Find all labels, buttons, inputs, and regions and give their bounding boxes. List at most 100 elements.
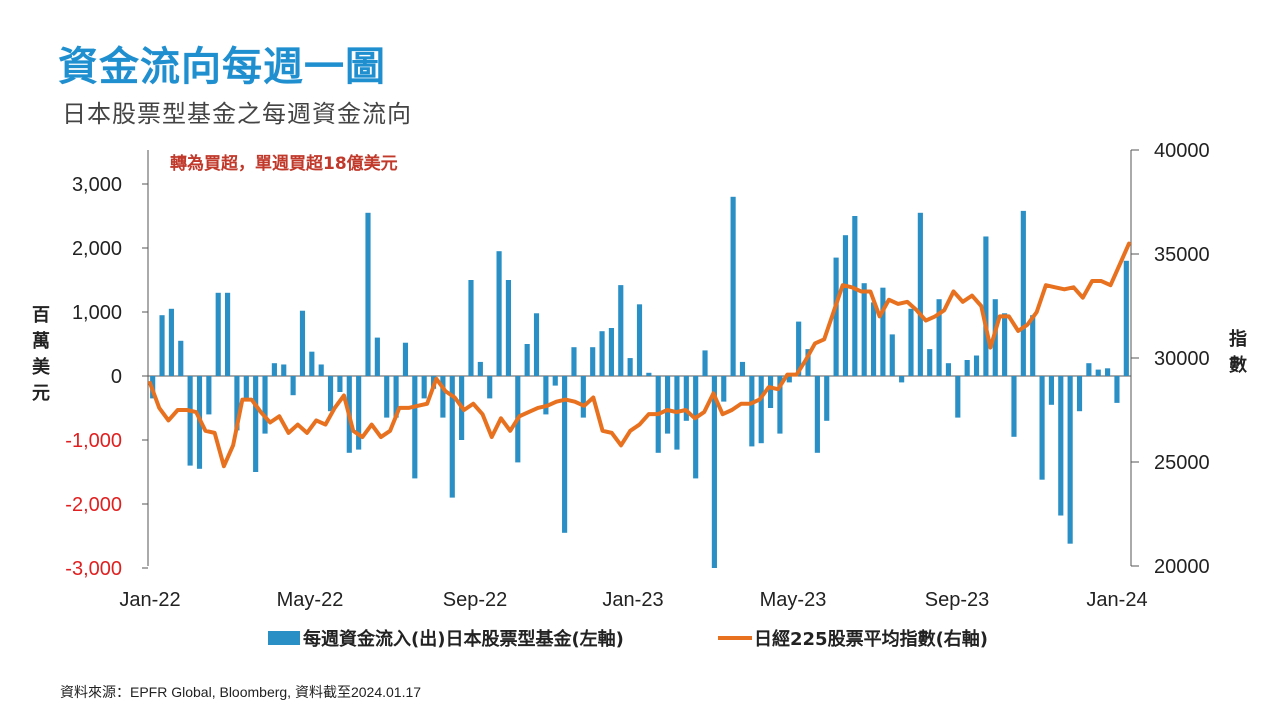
bar bbox=[927, 349, 933, 376]
bar bbox=[936, 299, 942, 376]
bar bbox=[870, 302, 877, 376]
right-axis-ticks: 40000 35000 30000 25000 20000 bbox=[1131, 140, 1210, 578]
bar bbox=[777, 376, 783, 434]
bar bbox=[636, 304, 643, 376]
page-subtitle: 日本股票型基金之每週資金流向 bbox=[62, 100, 412, 128]
bar bbox=[861, 283, 867, 376]
bar bbox=[608, 328, 614, 376]
bar bbox=[178, 340, 184, 376]
bar bbox=[627, 358, 633, 376]
bar bbox=[880, 287, 886, 376]
x-tick-label: Sep-23 bbox=[925, 589, 990, 611]
x-axis-ticks: Jan-22 May-22 Sep-22 Jan-23 May-23 Sep-23 Jan-… bbox=[119, 589, 1147, 611]
page-title: 資金流向每週一圖 bbox=[58, 44, 386, 90]
bar bbox=[215, 292, 221, 376]
bar bbox=[721, 376, 727, 402]
chart-annotation: 轉為買超，單週買超18億美元 bbox=[170, 153, 398, 174]
bar bbox=[899, 376, 905, 383]
left-tick-label: 2,000 bbox=[72, 238, 122, 260]
right-axis-label: 指數 bbox=[1229, 328, 1247, 376]
bar bbox=[1039, 376, 1045, 480]
bar bbox=[1067, 376, 1073, 544]
bar bbox=[206, 376, 212, 415]
bar bbox=[739, 361, 746, 376]
bar bbox=[702, 350, 708, 376]
bar bbox=[243, 376, 249, 399]
bar bbox=[1105, 368, 1111, 376]
bar bbox=[1076, 376, 1083, 412]
bar bbox=[1011, 376, 1017, 437]
bar bbox=[327, 376, 334, 412]
x-tick-label: Jan-24 bbox=[1086, 589, 1147, 611]
bar bbox=[552, 376, 558, 386]
bar bbox=[412, 376, 418, 479]
bar bbox=[824, 376, 830, 421]
bar bbox=[505, 280, 512, 376]
bar bbox=[262, 376, 268, 434]
bar bbox=[796, 321, 802, 376]
x-tick-label: Jan-22 bbox=[119, 589, 180, 611]
bar bbox=[1020, 210, 1026, 376]
bar bbox=[1114, 376, 1120, 403]
bar bbox=[281, 364, 287, 376]
bar bbox=[758, 376, 764, 444]
bar bbox=[711, 376, 717, 568]
bar bbox=[524, 344, 530, 376]
left-axis-label-char: 元 bbox=[32, 383, 50, 404]
left-tick-label: 3,000 bbox=[72, 174, 122, 196]
bar bbox=[749, 376, 755, 447]
bar bbox=[356, 376, 362, 450]
bar bbox=[590, 347, 596, 376]
bar bbox=[814, 376, 820, 453]
legend: 每週資金流入(出)日本股票型基金(左軸) 日經225股票平均指數(右軸) bbox=[268, 628, 988, 650]
bar bbox=[908, 308, 914, 376]
bar bbox=[1086, 363, 1092, 376]
bar bbox=[1002, 313, 1008, 376]
left-tick-label: -2,000 bbox=[65, 494, 122, 516]
bar bbox=[945, 363, 952, 376]
bar bbox=[337, 376, 343, 392]
bar bbox=[318, 364, 324, 376]
bar bbox=[440, 376, 446, 418]
nikkei-line bbox=[148, 241, 1131, 469]
bar bbox=[665, 376, 671, 434]
x-tick-label: May-22 bbox=[277, 589, 344, 611]
bar bbox=[1058, 376, 1064, 516]
bar bbox=[983, 236, 989, 376]
legend-bar-swatch bbox=[268, 631, 300, 645]
bar bbox=[730, 196, 736, 376]
right-tick-label: 20000 bbox=[1154, 556, 1210, 578]
left-axis-label-char: 百 bbox=[32, 305, 50, 326]
bar bbox=[833, 257, 839, 376]
right-tick-label: 30000 bbox=[1154, 348, 1210, 370]
bar bbox=[234, 376, 240, 431]
source-note: 資料來源：EPFR Global, Bloomberg, 資料截至2024.01… bbox=[60, 684, 422, 700]
left-axis-ticks: 3,000 2,000 1,000 0 -1,000 -2,000 -3,000 bbox=[65, 174, 148, 580]
right-tick-label: 25000 bbox=[1154, 452, 1210, 474]
bar bbox=[225, 292, 231, 376]
bar bbox=[365, 212, 371, 376]
right-axis-label-char: 指 bbox=[1229, 328, 1247, 350]
bar bbox=[290, 376, 296, 396]
bar bbox=[767, 376, 774, 408]
bar bbox=[187, 376, 193, 466]
bar bbox=[571, 347, 577, 376]
bar bbox=[917, 212, 923, 376]
left-tick-label: 0 bbox=[111, 366, 122, 388]
x-tick-label: Sep-22 bbox=[443, 589, 508, 611]
bar bbox=[168, 308, 174, 376]
left-axis-label-char: 美 bbox=[32, 356, 50, 378]
bar bbox=[487, 376, 493, 399]
bar bbox=[618, 285, 624, 376]
legend-line-label: 日經225股票平均指數(右軸) bbox=[754, 628, 988, 650]
bar bbox=[786, 376, 792, 383]
right-axis-label-char: 數 bbox=[1229, 355, 1247, 376]
bar bbox=[1030, 315, 1036, 376]
bar bbox=[402, 342, 409, 376]
bar bbox=[384, 376, 390, 418]
right-tick-label: 40000 bbox=[1154, 140, 1210, 162]
x-tick-label: Jan-23 bbox=[602, 589, 663, 611]
bar bbox=[271, 363, 277, 376]
bar-series bbox=[150, 196, 1129, 568]
